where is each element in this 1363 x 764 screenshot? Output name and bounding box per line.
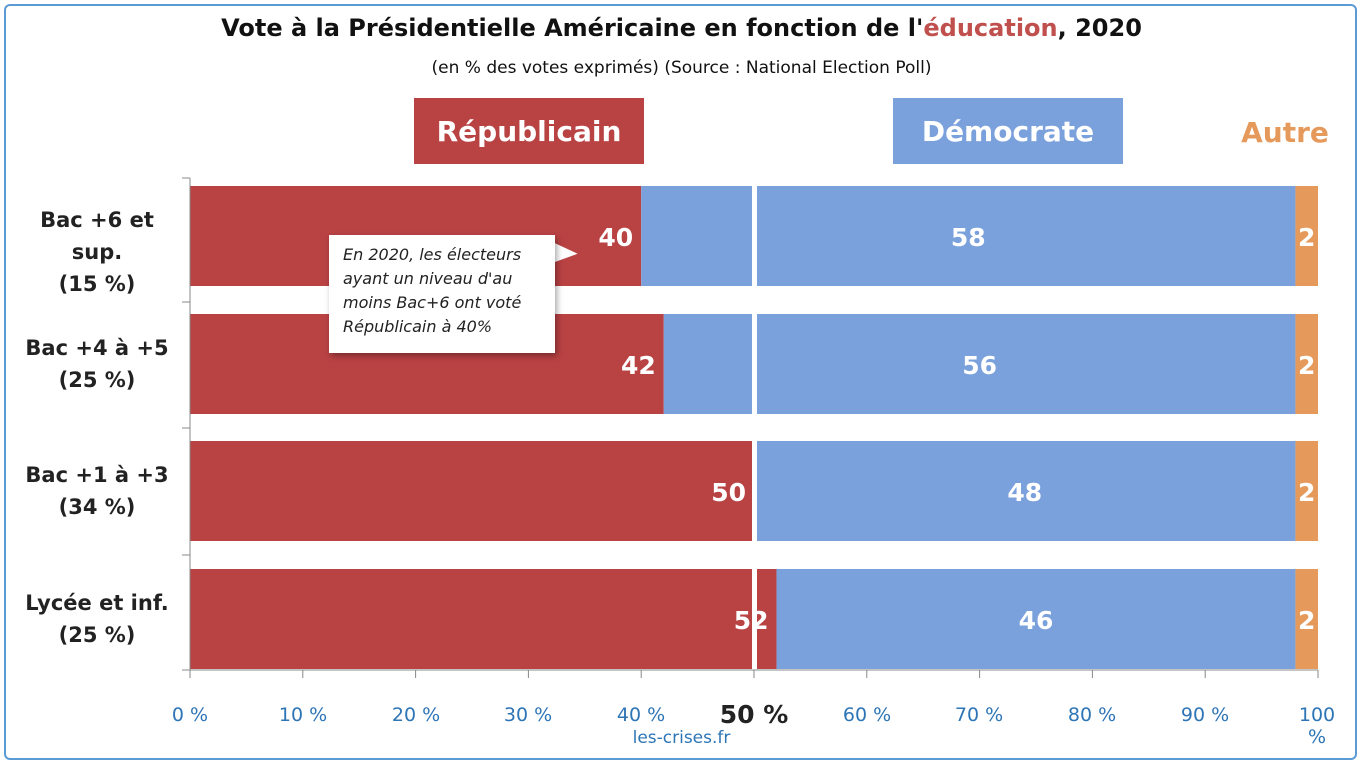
x-tick-label: 20 % (391, 704, 441, 726)
x-tick-label: 80 % (1067, 704, 1117, 726)
data-label: 2 (1298, 478, 1315, 507)
data-label: 2 (1298, 223, 1315, 252)
bar-segment (190, 569, 777, 669)
legend-republicain: Républicain (414, 98, 644, 164)
data-label: 52 (734, 606, 769, 635)
x-tick-label-midline: 50 % (719, 700, 789, 729)
data-label: 50 (711, 478, 746, 507)
annotation-callout: En 2020, les électeurs ayant un niveau d… (329, 235, 555, 353)
bar-segment (754, 441, 1296, 541)
x-tick-label: 30 % (503, 704, 553, 726)
data-label: 56 (962, 351, 997, 380)
title-highlight: éducation (923, 14, 1058, 42)
bar-segment (190, 441, 754, 541)
x-tick-label: 60 % (842, 704, 892, 726)
bar-segment (1295, 186, 1318, 286)
x-tick-label: 40 % (616, 704, 666, 726)
x-tick-label: 100 % (1298, 704, 1336, 748)
chart-title: Vote à la Présidentielle Américaine en f… (221, 14, 1142, 42)
data-label: 2 (1298, 351, 1315, 380)
midline-50 (752, 184, 757, 670)
data-label: 58 (951, 223, 986, 252)
data-label: 40 (598, 223, 633, 252)
chart-subtitle: (en % des votes exprimés) (Source : Nati… (431, 58, 932, 78)
x-tick-label: 90 % (1180, 704, 1230, 726)
category-label: Lycée et inf. (25 %) (25, 591, 169, 647)
bar-segment (776, 569, 1296, 669)
x-tick-label: 0 % (171, 704, 209, 726)
category-label: Bac +4 à +5 (25 %) (25, 336, 169, 392)
bar-segment (1295, 569, 1318, 669)
legend-democrate: Démocrate (893, 98, 1123, 164)
legend-autre: Autre (1241, 115, 1329, 149)
source-credit: les-crises.fr (632, 728, 731, 748)
bar-segment (641, 186, 1296, 286)
x-tick-label: 70 % (954, 704, 1004, 726)
bar-segment (1295, 314, 1318, 414)
category-label: Bac +1 à +3 (34 %) (25, 463, 169, 519)
bar-segment (663, 314, 1296, 414)
data-label: 48 (1007, 478, 1042, 507)
category-label: Bac +6 et sup. (15 %) (40, 208, 154, 296)
data-label: 46 (1019, 606, 1054, 635)
data-label: 2 (1298, 606, 1315, 635)
x-tick-label: 10 % (278, 704, 328, 726)
data-label: 42 (621, 351, 656, 380)
bar-segment (1295, 441, 1318, 541)
